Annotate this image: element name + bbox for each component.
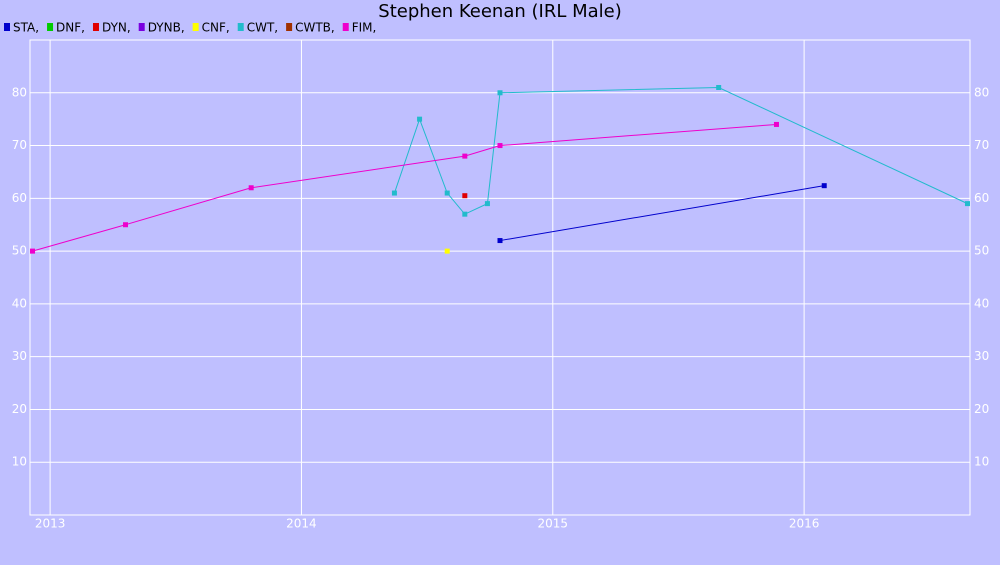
y-tick-label-right: 60 xyxy=(974,191,989,205)
y-tick-label: 10 xyxy=(12,455,27,469)
point xyxy=(497,238,503,244)
point xyxy=(444,248,450,254)
point xyxy=(417,116,423,122)
legend-label: STA, xyxy=(13,21,39,35)
point xyxy=(30,248,36,254)
legend-swatch xyxy=(342,23,349,31)
point xyxy=(391,190,397,196)
series-line xyxy=(393,86,968,215)
y-tick-label-right: 30 xyxy=(974,349,989,363)
point xyxy=(462,193,468,199)
point xyxy=(821,183,827,189)
legend-label: DNF, xyxy=(56,21,85,35)
y-tick-label: 60 xyxy=(12,191,27,205)
plot-area xyxy=(29,39,971,516)
x-tick-label: 2015 xyxy=(538,517,569,531)
legend-label: CWTB, xyxy=(295,21,335,35)
y-tick-label: 50 xyxy=(12,244,27,258)
legend-swatch xyxy=(192,23,199,31)
x-tick-label: 2014 xyxy=(286,517,317,531)
legend-label: DYN, xyxy=(102,21,131,35)
legend-label: FIM, xyxy=(352,21,377,35)
legend-swatch xyxy=(4,23,10,31)
y-tick-label-right: 20 xyxy=(974,402,989,416)
point xyxy=(462,153,468,159)
chart-title: Stephen Keenan (IRL Male) xyxy=(378,1,621,22)
y-tick-label: 70 xyxy=(12,138,27,152)
point xyxy=(964,201,970,207)
legend-swatch xyxy=(286,23,293,31)
y-tick-label: 30 xyxy=(12,349,27,363)
y-tick-label-right: 70 xyxy=(974,138,989,152)
y-tick-label: 40 xyxy=(12,296,27,310)
legend-label: CNF, xyxy=(202,21,230,35)
point xyxy=(773,121,779,127)
point xyxy=(716,85,722,90)
point xyxy=(484,201,490,207)
legend-swatch xyxy=(47,23,54,31)
point xyxy=(497,90,503,96)
point xyxy=(444,190,450,196)
y-tick-label-right: 50 xyxy=(974,244,989,258)
point xyxy=(123,222,129,228)
y-tick-label: 80 xyxy=(12,85,27,99)
point xyxy=(497,143,503,149)
point xyxy=(248,185,254,191)
x-tick-label: 2016 xyxy=(789,517,820,531)
legend-label: CWT, xyxy=(247,21,278,35)
legend-swatch xyxy=(237,23,244,31)
series-line xyxy=(499,185,825,242)
point xyxy=(462,211,468,217)
legend-label: DYNB, xyxy=(148,21,185,35)
legend: STA, DNF, DYN, DYNB, CNF, CWT, CWTB, FIM, xyxy=(4,21,376,35)
series-line xyxy=(32,123,777,252)
y-tick-label-right: 80 xyxy=(974,85,989,99)
y-tick-label-right: 10 xyxy=(974,455,989,469)
legend-swatch xyxy=(92,23,99,31)
y-tick-label-right: 40 xyxy=(974,296,989,310)
legend-swatch xyxy=(138,23,145,31)
y-tick-label: 20 xyxy=(12,402,27,416)
x-tick-label: 2013 xyxy=(35,517,66,531)
